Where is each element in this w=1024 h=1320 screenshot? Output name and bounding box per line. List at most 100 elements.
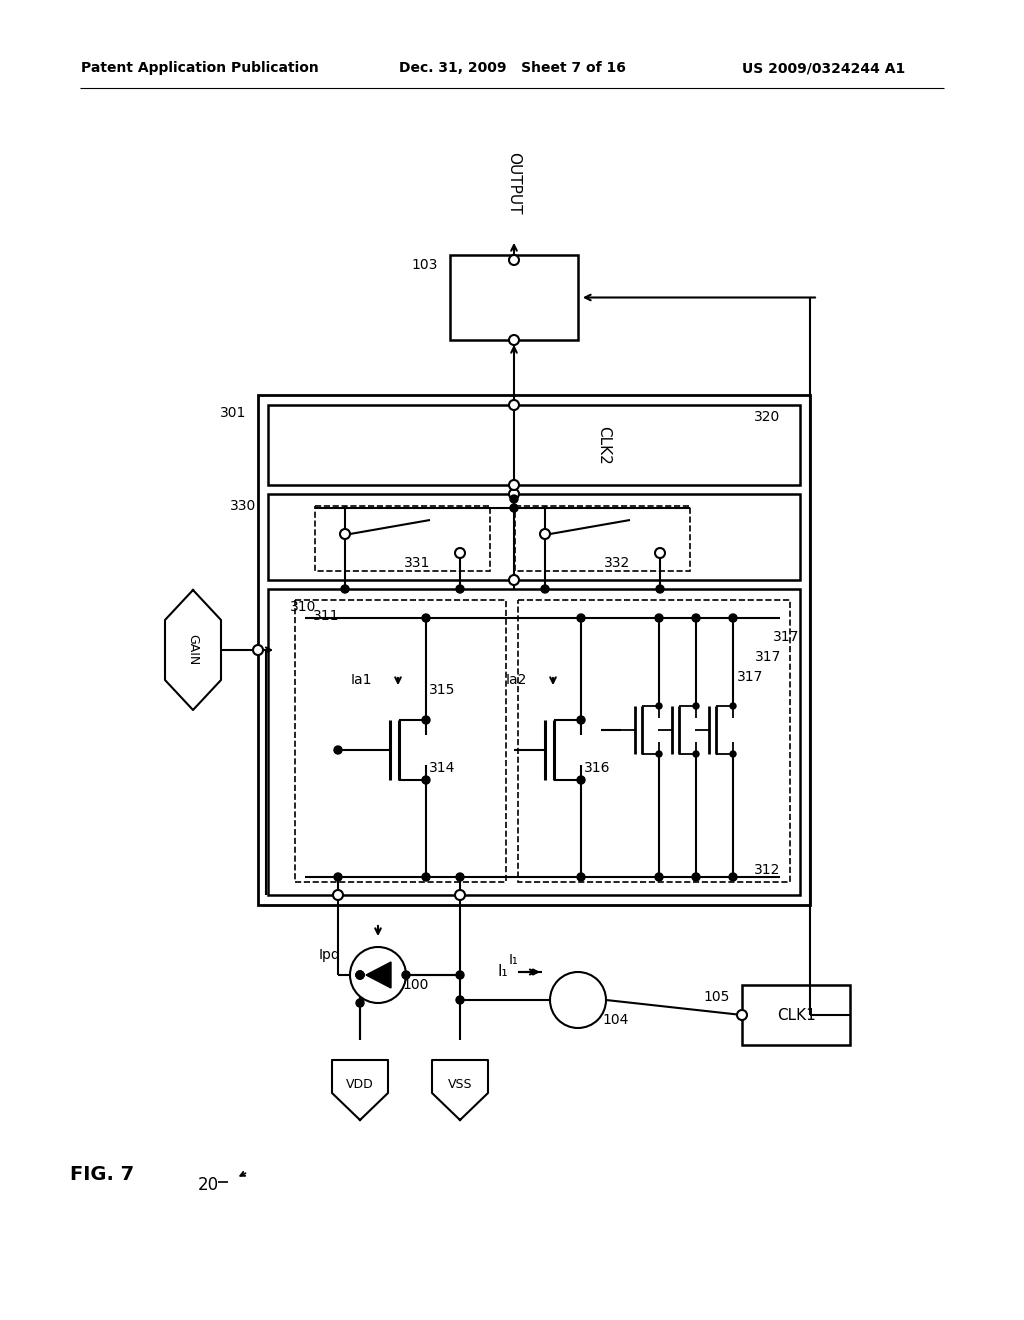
Text: I₁: I₁ [508, 953, 518, 968]
Circle shape [509, 576, 519, 585]
Circle shape [693, 751, 699, 756]
Circle shape [422, 873, 430, 880]
Text: FIG. 7: FIG. 7 [70, 1166, 134, 1184]
Text: Patent Application Publication: Patent Application Publication [81, 61, 318, 75]
Circle shape [729, 873, 737, 880]
Circle shape [341, 585, 349, 593]
Circle shape [350, 946, 406, 1003]
Text: 331: 331 [404, 556, 431, 570]
Bar [518, 601, 790, 882]
Bar [742, 985, 850, 1045]
Circle shape [656, 585, 664, 593]
Circle shape [656, 751, 662, 756]
Bar [268, 589, 800, 895]
Circle shape [356, 972, 364, 979]
Circle shape [729, 614, 737, 622]
Text: 103: 103 [412, 257, 438, 272]
Circle shape [509, 255, 519, 265]
Text: Ipd: Ipd [319, 948, 341, 962]
Circle shape [356, 972, 364, 979]
Circle shape [509, 400, 519, 411]
Circle shape [509, 480, 519, 490]
Text: OUTPUT: OUTPUT [507, 153, 521, 215]
Text: 317: 317 [755, 649, 781, 664]
Text: 301: 301 [219, 407, 246, 420]
Circle shape [655, 548, 665, 558]
Circle shape [577, 776, 585, 784]
Text: 314: 314 [429, 762, 456, 775]
Polygon shape [432, 1060, 488, 1119]
Circle shape [730, 704, 736, 709]
Text: 317: 317 [737, 671, 763, 684]
Circle shape [737, 1010, 746, 1020]
Circle shape [577, 715, 585, 723]
Bar [295, 601, 506, 882]
Polygon shape [366, 962, 391, 987]
Text: 315: 315 [429, 682, 456, 697]
Circle shape [509, 488, 519, 499]
Circle shape [456, 873, 464, 880]
Circle shape [422, 715, 430, 723]
Circle shape [456, 585, 464, 593]
Circle shape [541, 585, 549, 593]
Circle shape [730, 751, 736, 756]
Circle shape [356, 999, 364, 1007]
Bar [268, 494, 800, 579]
Text: 320: 320 [754, 411, 780, 424]
Text: GAIN: GAIN [186, 635, 200, 665]
Circle shape [655, 614, 663, 622]
Polygon shape [165, 590, 221, 710]
Text: 330: 330 [229, 499, 256, 513]
Circle shape [253, 645, 263, 655]
Circle shape [655, 873, 663, 880]
Text: VDD: VDD [346, 1078, 374, 1092]
Bar [515, 506, 690, 572]
Text: 105: 105 [703, 990, 730, 1005]
Text: 104: 104 [603, 1012, 629, 1027]
Text: Dec. 31, 2009   Sheet 7 of 16: Dec. 31, 2009 Sheet 7 of 16 [398, 61, 626, 75]
Text: 312: 312 [754, 863, 780, 876]
Circle shape [356, 972, 364, 979]
Bar [258, 395, 810, 906]
Text: Ia2: Ia2 [506, 673, 527, 686]
Circle shape [692, 873, 700, 880]
Circle shape [334, 746, 342, 754]
Circle shape [693, 704, 699, 709]
Circle shape [334, 873, 342, 880]
Circle shape [455, 548, 465, 558]
Text: 100: 100 [402, 978, 429, 993]
Circle shape [656, 704, 662, 709]
Circle shape [455, 890, 465, 900]
Text: 332: 332 [604, 556, 631, 570]
Polygon shape [332, 1060, 388, 1119]
Circle shape [577, 873, 585, 880]
Circle shape [422, 776, 430, 784]
Text: I₁: I₁ [498, 965, 508, 979]
Text: 311: 311 [313, 609, 340, 623]
Circle shape [333, 890, 343, 900]
Text: 20: 20 [198, 1176, 218, 1195]
Text: CLK2: CLK2 [597, 425, 611, 465]
Circle shape [456, 972, 464, 979]
Text: US 2009/0324244 A1: US 2009/0324244 A1 [742, 61, 905, 75]
Text: 316: 316 [584, 762, 610, 775]
Circle shape [692, 614, 700, 622]
Circle shape [402, 972, 410, 979]
Circle shape [510, 504, 518, 512]
Bar [268, 405, 800, 484]
Circle shape [550, 972, 606, 1028]
Circle shape [509, 335, 519, 345]
Text: VSS: VSS [447, 1078, 472, 1092]
Bar [315, 506, 490, 572]
Circle shape [422, 614, 430, 622]
Circle shape [510, 495, 518, 503]
Circle shape [456, 997, 464, 1005]
Text: 310: 310 [290, 601, 316, 614]
Circle shape [540, 529, 550, 539]
Text: Ia1: Ia1 [350, 673, 372, 686]
Bar [450, 255, 578, 341]
Text: CLK1: CLK1 [776, 1007, 815, 1023]
Text: 317: 317 [773, 630, 800, 644]
Circle shape [340, 529, 350, 539]
Circle shape [577, 614, 585, 622]
